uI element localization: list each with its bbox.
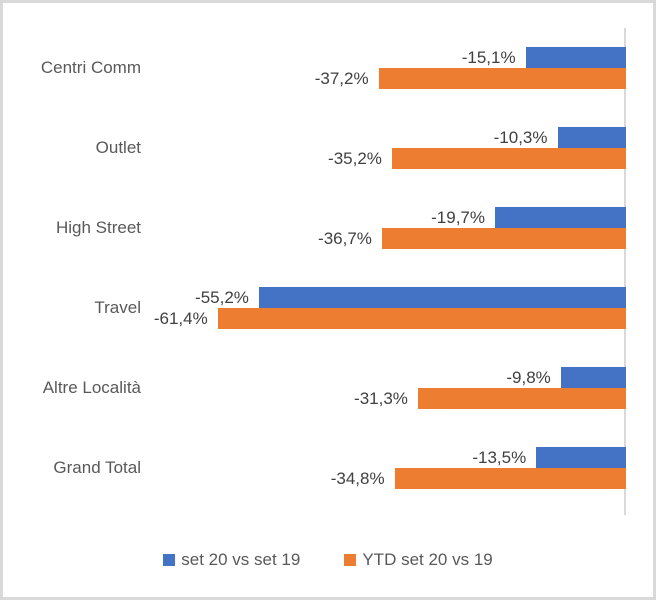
- value-label-set20: -55,2%: [195, 288, 249, 307]
- category-label: High Street: [55, 218, 141, 237]
- value-label-set20: -19,7%: [431, 208, 485, 227]
- bar-set20: [495, 207, 626, 228]
- value-label-set20: -13,5%: [472, 448, 527, 467]
- bar-ytd: [391, 148, 626, 169]
- plot-area: Centri Comm -15,1% -37,2% Outlet -10,3% -35,2…: [3, 28, 653, 508]
- category-row: Outlet -10,3% -35,2%: [3, 108, 653, 188]
- bar-ytd: [417, 388, 626, 409]
- legend-swatch-set20-icon: [163, 554, 176, 566]
- category-label: Travel: [94, 298, 141, 317]
- bar-set20: [560, 367, 626, 388]
- category-label: Outlet: [95, 138, 141, 157]
- legend-swatch-ytd-icon: [344, 554, 357, 566]
- category-row: High Street -19,7% -36,7%: [3, 188, 653, 268]
- legend: set 20 vs set 19 YTD set 20 vs 19: [3, 550, 653, 570]
- value-label-ytd: -61,4%: [153, 309, 208, 328]
- bar-ytd: [381, 228, 626, 249]
- bar-set20: [525, 47, 626, 68]
- category-row: Centri Comm -15,1% -37,2%: [3, 28, 653, 108]
- bar-ytd: [394, 468, 626, 489]
- category-row: Grand Total -13,5% -34,8%: [3, 428, 653, 508]
- value-label-set20: -9,8%: [506, 368, 551, 387]
- value-label-set20: -15,1%: [461, 48, 516, 67]
- category-row: Travel -55,2% -61,4%: [3, 268, 653, 348]
- category-label: Centri Comm: [40, 58, 141, 77]
- category-row: Altre Località -9,8% -31,3%: [3, 348, 653, 428]
- value-label-ytd: -34,8%: [330, 469, 385, 488]
- category-label: Altre Località: [42, 378, 141, 397]
- value-label-ytd: -37,2%: [314, 69, 369, 88]
- bar-ytd: [217, 308, 626, 329]
- legend-item-set20: set 20 vs set 19: [163, 550, 300, 570]
- legend-label-set20: set 20 vs set 19: [181, 550, 301, 569]
- value-label-ytd: -36,7%: [318, 229, 372, 248]
- bar-ytd: [378, 68, 626, 89]
- legend-label-ytd: YTD set 20 vs 19: [362, 550, 493, 569]
- bar-set20: [557, 127, 626, 148]
- legend-item-ytd: YTD set 20 vs 19: [344, 550, 493, 570]
- category-axis-line: [624, 28, 626, 515]
- value-label-set20: -10,3%: [493, 128, 548, 147]
- value-label-ytd: -31,3%: [354, 389, 408, 408]
- category-label: Grand Total: [53, 458, 141, 477]
- bar-set20: [258, 287, 626, 308]
- bar-set20: [536, 447, 626, 468]
- value-label-ytd: -35,2%: [328, 149, 382, 168]
